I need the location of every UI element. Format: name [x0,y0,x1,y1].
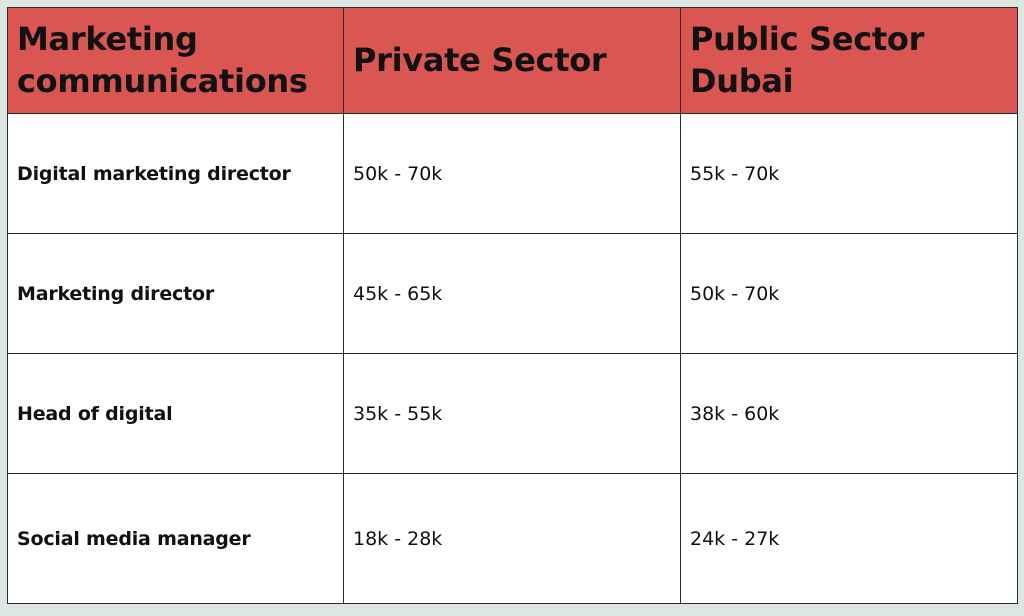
public-sector-salary-cell: 55k - 70k [680,113,1018,234]
table-row: Digital marketing director 50k - 70k 55k… [7,113,1018,234]
column-header-role: Marketing communications [7,7,344,114]
header-row: Marketing communications Private Sector … [7,7,1018,114]
role-cell: Head of digital [7,353,344,474]
public-sector-salary-cell: 24k - 27k [680,473,1018,604]
private-sector-salary-cell: 45k - 65k [343,233,681,354]
private-sector-salary-cell: 35k - 55k [343,353,681,474]
private-sector-salary-cell: 18k - 28k [343,473,681,604]
salary-table: Marketing communications Private Sector … [7,7,1018,604]
role-cell: Social media manager [7,473,344,604]
column-header-private-sector: Private Sector [343,7,681,114]
role-cell: Marketing director [7,233,344,354]
table-row: Head of digital 35k - 55k 38k - 60k [7,353,1018,474]
salary-table-container: Marketing communications Private Sector … [7,7,1018,604]
public-sector-salary-cell: 38k - 60k [680,353,1018,474]
role-cell: Digital marketing director [7,113,344,234]
table-body: Digital marketing director 50k - 70k 55k… [7,113,1018,604]
public-sector-salary-cell: 50k - 70k [680,233,1018,354]
table-header: Marketing communications Private Sector … [7,7,1018,114]
table-row: Marketing director 45k - 65k 50k - 70k [7,233,1018,354]
table-row: Social media manager 18k - 28k 24k - 27k [7,473,1018,604]
column-header-public-sector-dubai: Public Sector Dubai [680,7,1018,114]
private-sector-salary-cell: 50k - 70k [343,113,681,234]
